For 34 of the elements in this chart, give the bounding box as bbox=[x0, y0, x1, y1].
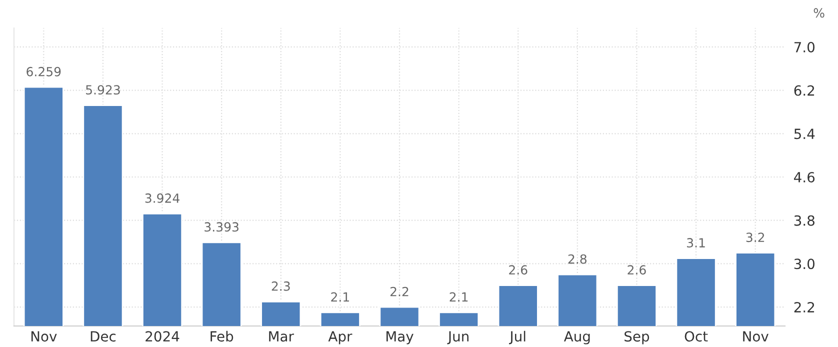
x-tick-label: Nov bbox=[31, 331, 57, 342]
y-tick-label: 3.8 bbox=[794, 215, 814, 226]
y-tick-label: 3.0 bbox=[794, 258, 814, 270]
data-label: 2.2 bbox=[390, 286, 408, 296]
x-tick-label: Oct bbox=[684, 331, 708, 342]
y-tick-label: 7.0 bbox=[794, 42, 814, 52]
data-label: 6.259 bbox=[26, 66, 61, 76]
x-tick-label: Nov bbox=[743, 331, 768, 342]
x-tick-label: Jul bbox=[509, 330, 526, 344]
x-tick-label: Sep bbox=[624, 331, 650, 344]
data-label: 2.1 bbox=[331, 292, 349, 302]
data-label: 2.8 bbox=[568, 254, 587, 264]
y-tick-label: 4.6 bbox=[794, 172, 815, 182]
data-label: 2.3 bbox=[272, 281, 290, 291]
x-tick-label: Mar bbox=[269, 331, 294, 342]
data-label: 5.923 bbox=[86, 85, 120, 95]
data-label: 3.2 bbox=[746, 232, 764, 242]
x-tick-label: Dec bbox=[90, 331, 116, 342]
y-axis-title: % bbox=[814, 8, 824, 18]
data-label: 2.6 bbox=[628, 265, 646, 275]
x-tick-label: Aug bbox=[564, 331, 590, 344]
data-label: 3.1 bbox=[687, 238, 705, 248]
x-tick-label: Apr bbox=[328, 331, 352, 344]
data-label: 2.1 bbox=[450, 292, 468, 302]
data-label: 3.393 bbox=[204, 222, 238, 232]
x-tick-label: Jun bbox=[447, 331, 468, 344]
x-tick-label: May bbox=[386, 331, 414, 344]
data-label: 2.6 bbox=[509, 265, 528, 275]
y-tick-label: 5.4 bbox=[794, 128, 815, 140]
y-tick-label: 2.2 bbox=[794, 302, 814, 312]
data-label: 3.924 bbox=[145, 193, 180, 203]
y-tick-label: 6.2 bbox=[794, 85, 814, 96]
x-tick-label: 2024 bbox=[146, 331, 180, 342]
x-tick-label: Feb bbox=[210, 330, 234, 342]
